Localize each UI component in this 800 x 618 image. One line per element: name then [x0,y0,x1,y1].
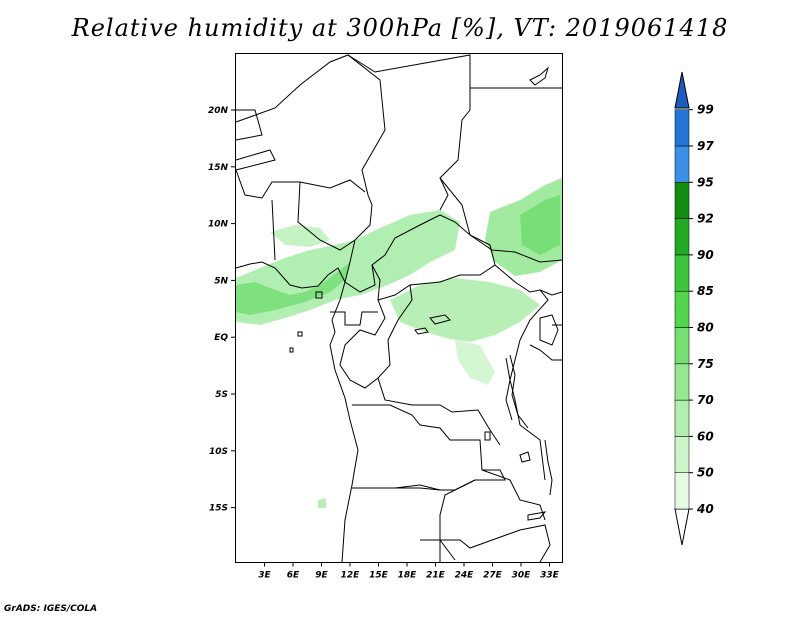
colorbar-level-label: 70 [697,393,714,407]
lon-tick-label: 24E [455,571,475,581]
lat-tick-label: 10N [208,220,229,230]
colorbar-level-label: 95 [697,175,714,189]
lat-tick-label: 20N [208,106,229,116]
colorbar-swatch [674,363,690,401]
map-title: Relative humidity at 300hPa [%], VT: 201… [71,14,729,42]
islands-gulf [289,291,323,353]
border-cameroon [344,214,441,293]
lon-tick-label: 21E [426,571,446,581]
lon-tick-label: 27E [483,571,503,581]
colorbar-level-label: 40 [696,502,714,516]
border-north-4 [235,169,366,199]
lon-tick-label: 9E [315,571,328,581]
border-congo [339,299,386,389]
lon-tick-label: 18E [398,571,418,581]
humidity-shading [236,178,562,508]
lon-tick-label: 30E [512,571,532,581]
humidity-patch-east-core [520,195,560,255]
colorbar-swatch [674,182,690,219]
colorbar-swatch [674,290,690,328]
red-sea-island [529,66,549,86]
border-zambia [439,469,546,562]
colorbar-level-label: 60 [697,429,714,443]
colorbar-high-triangle [674,71,690,109]
country-borders [235,54,563,563]
lon-tick-label: 12E [341,571,361,581]
border-north-5 [347,54,471,211]
colorbar-level-label: 75 [697,357,714,371]
colorbar: 40 50 60 70 75 80 85 90 92 95 97 99 [674,71,714,546]
border-nigeria [271,181,373,261]
humidity-band-coast [236,262,350,315]
colorbar-swatch [674,145,690,183]
lake-tanganyika [505,354,529,429]
colorbar-swatch [674,218,690,256]
border-namibia [352,487,521,549]
humidity-patch-south-central [455,340,495,385]
lon-tick-label: 33E [540,571,560,581]
colorbar-low-triangle [674,508,690,546]
colorbar-level-label: 99 [697,103,714,117]
colorbar-swatch [674,327,690,365]
border-gabon [330,311,378,326]
colorbar-swatch [674,109,690,147]
colorbar-swatch [674,399,690,437]
humidity-patch-tiny [318,498,326,508]
map-frame [235,53,563,563]
border-sudan [439,177,563,263]
inland-lakes [414,314,547,521]
colorbar-level-label: 92 [697,212,714,226]
lon-tick-label: 15E [369,571,389,581]
credit-label: GrADS: IGES/COLA [4,604,98,614]
border-angola [352,404,506,491]
colorbar-level-label: 80 [697,321,714,335]
border-south [439,524,551,563]
lake-victoria [539,314,559,346]
lat-tick-label: 15S [209,504,228,514]
colorbar-level-label: 97 [697,139,714,153]
lat-tick-label: 5S [215,390,228,400]
lon-tick-label: 6E [287,571,300,581]
lat-tick-label: 10S [209,447,228,457]
lat-tick-label: 15N [208,163,229,173]
border-drc-north [377,284,501,446]
colorbar-level-label: 85 [697,284,714,298]
border-uganda-kenya [529,289,563,361]
lake-malawi [544,439,553,496]
colorbar-swatch [674,254,690,292]
colorbar-level-label: 50 [697,466,714,480]
border-drc-east [494,264,549,481]
coastline-west [235,261,359,563]
colorbar-swatch [674,472,690,510]
colorbar-swatch [674,436,690,473]
border-north-1 [235,54,386,196]
humidity-patch-north [270,225,330,247]
lat-tick-label: 5N [214,276,228,286]
humidity-band-central [390,278,540,342]
border-north-3 [235,149,276,171]
colorbar-level-label: 90 [697,248,714,262]
lon-tick-label: 3E [258,571,271,581]
latitude-axis: 20N 15N 10N 5N EQ 5S 10S 15S [208,106,236,514]
longitude-axis: 3E 6E 9E 12E 15E 18E 21E 24E 27E 30E 33E [258,562,560,581]
border-north-2 [235,109,263,141]
lat-tick-label: EQ [214,333,228,343]
